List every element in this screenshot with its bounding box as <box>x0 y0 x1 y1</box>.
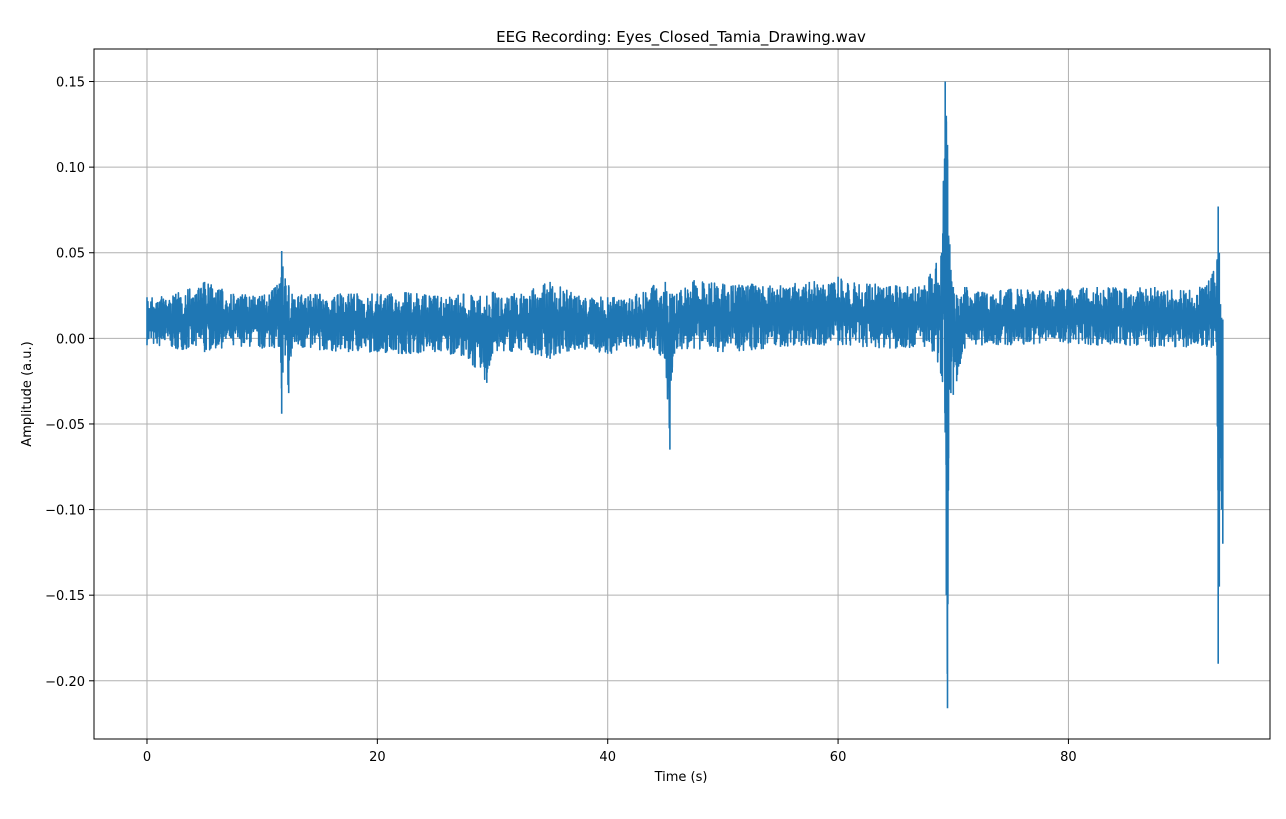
x-tick-label: 20 <box>369 750 386 765</box>
x-tick-label: 80 <box>1060 750 1077 765</box>
y-tick-label: 0.05 <box>56 247 85 262</box>
x-tick-label: 60 <box>830 750 847 765</box>
x-axis-label: Time (s) <box>654 770 708 785</box>
y-tick-label: 0.15 <box>56 76 85 91</box>
plot-area-frame <box>93 48 1271 740</box>
y-axis-label: Amplitude (a.u.) <box>20 341 35 446</box>
y-tick-label: −0.05 <box>45 418 85 433</box>
signal-trace <box>146 81 1224 709</box>
chart-title: EEG Recording: Eyes_Closed_Tamia_Drawing… <box>496 28 866 47</box>
y-tick-label: −0.10 <box>45 504 85 519</box>
x-tick-label: 40 <box>599 750 616 765</box>
y-tick-label: 0.00 <box>56 332 85 347</box>
y-tick-label: −0.20 <box>45 675 85 690</box>
y-tick-label: 0.10 <box>56 161 85 176</box>
eeg-signal-line <box>146 81 1224 709</box>
y-tick-label: −0.15 <box>45 589 85 604</box>
x-tick-label: 0 <box>143 750 151 765</box>
ticks: 0 20 40 60 80 0.15 0.10 0.05 0.00 −0.05 −0.10 −0.15… <box>45 76 1077 765</box>
